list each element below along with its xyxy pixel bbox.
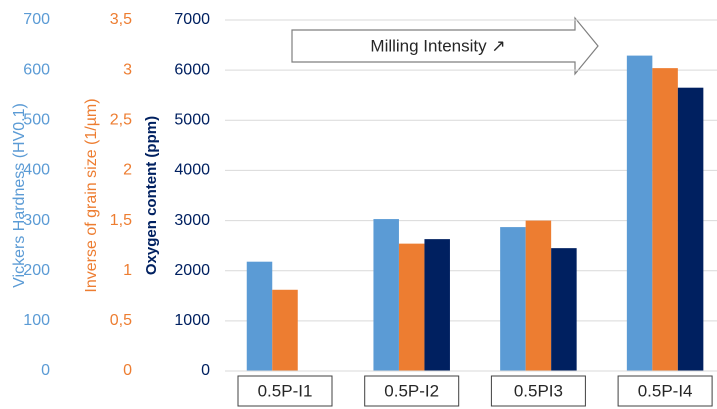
y-tick-label: 0	[41, 362, 50, 379]
y-tick-label: 600	[23, 61, 50, 78]
y-tick-label: 200	[23, 262, 50, 279]
x-tick-label: 0.5P-I1	[258, 381, 313, 400]
x-tick-label: 0.5PI3	[514, 381, 563, 400]
intensity-arrow	[291, 16, 599, 76]
y-tick-label: 6000	[174, 61, 210, 78]
category-box	[490, 375, 586, 407]
bar	[551, 248, 577, 371]
bar	[652, 68, 678, 371]
category-box	[237, 375, 333, 407]
y-tick-label: 7000	[174, 11, 210, 28]
annotation: Milling Intensity ↗	[370, 36, 505, 55]
y-tick-label: 3,5	[110, 11, 132, 28]
y-tick-label: 4000	[174, 162, 210, 179]
bar	[626, 55, 653, 371]
y-tick-label: 1	[123, 262, 132, 279]
bar	[272, 289, 298, 371]
y-tick-label: 3	[123, 61, 132, 78]
y-tick-label: 1,5	[110, 212, 132, 229]
x-tick-label: 0.5P-I2	[384, 381, 439, 400]
y-tick-label: 700	[23, 11, 50, 28]
bar	[677, 87, 704, 371]
bar	[525, 220, 552, 371]
y-tick-label: 0	[123, 362, 132, 379]
y-tick-label: 3000	[174, 212, 210, 229]
bar	[500, 227, 526, 371]
y-tick-label: 2000	[174, 262, 210, 279]
bar	[398, 243, 425, 371]
axis-label: Vickers Hardness (HV0.1)	[11, 103, 28, 288]
bar	[424, 239, 450, 371]
y-tick-label: 0	[201, 362, 210, 379]
y-tick-label: 100	[23, 312, 50, 329]
bar	[373, 219, 399, 371]
axis-label: Inverse of grain size (1/µm)	[83, 98, 100, 292]
y-tick-label: 500	[23, 112, 50, 129]
bar	[246, 261, 273, 371]
y-tick-label: 1000	[174, 312, 210, 329]
axis-label: Oxygen content (ppm)	[143, 116, 160, 275]
y-tick-label: 300	[23, 212, 50, 229]
y-tick-label: 2,5	[110, 112, 132, 129]
y-tick-label: 0,5	[110, 312, 132, 329]
category-box	[617, 375, 713, 407]
y-tick-label: 5000	[174, 112, 210, 129]
y-tick-label: 2	[123, 162, 132, 179]
category-box	[364, 375, 460, 407]
y-tick-label: 400	[23, 162, 50, 179]
x-tick-label: 0.5P-I4	[638, 381, 693, 400]
